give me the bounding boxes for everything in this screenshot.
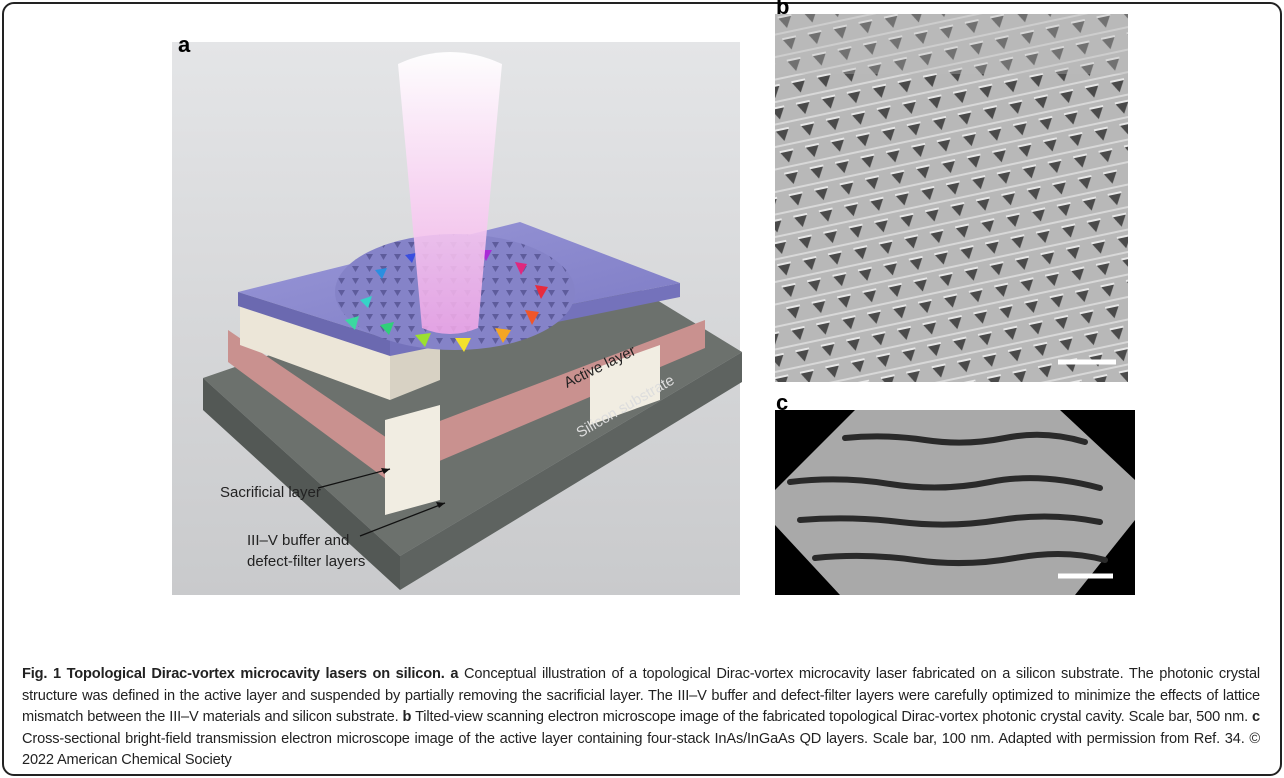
page: a Active layer Silicon substrate Sacrifi… <box>0 0 1284 778</box>
panel-label: b <box>776 0 789 19</box>
caption-panel-label: b <box>403 709 412 725</box>
caption-text: Cross-sectional bright-field transmissio… <box>22 731 994 747</box>
annotation: Sacrificial layer <box>220 484 321 501</box>
panel-label: a <box>178 32 191 57</box>
panel-label: c <box>776 390 788 415</box>
caption-title: Fig. 1 Topological Dirac-vortex microcav… <box>22 666 445 682</box>
sacrificial-block <box>385 405 440 515</box>
caption: Fig. 1 Topological Dirac-vortex microcav… <box>22 664 1260 772</box>
annotation: III–V buffer and <box>247 532 349 549</box>
caption-panel-label: a <box>450 666 458 682</box>
caption-text: Tilted-view scanning electron microscope… <box>415 709 1248 725</box>
annotation: defect-filter layers <box>247 553 365 570</box>
sem-image <box>775 14 1128 382</box>
figure: a Active layer Silicon substrate Sacrifi… <box>0 0 1284 660</box>
caption-panel-label: c <box>1252 709 1260 725</box>
